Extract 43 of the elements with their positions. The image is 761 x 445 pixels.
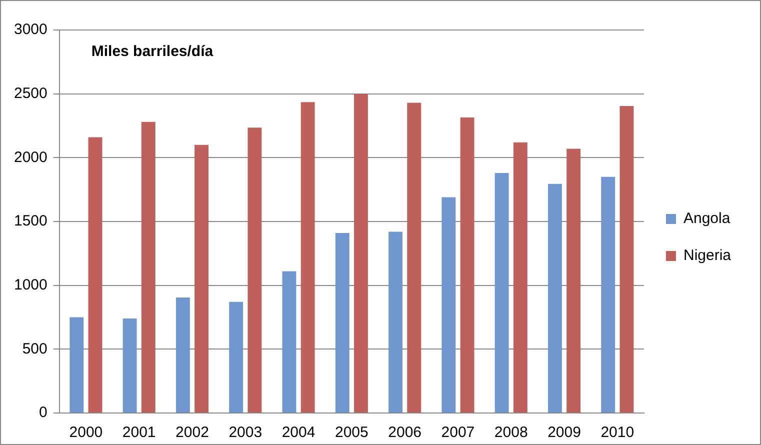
legend-label: Angola	[683, 210, 731, 228]
x-tick-label: 2001	[122, 424, 156, 442]
bar	[513, 142, 528, 412]
bar	[620, 106, 634, 412]
bar	[494, 172, 509, 412]
x-tick-label: 2006	[388, 424, 422, 442]
bar	[70, 317, 84, 412]
bar	[354, 94, 368, 412]
bar	[407, 102, 422, 412]
y-tick-label: 2500	[14, 84, 48, 102]
x-tick-label: 2003	[228, 424, 262, 442]
bar	[248, 128, 262, 412]
legend-label: Nigeria	[683, 247, 732, 264]
x-tick-label: 2004	[282, 424, 316, 442]
y-tick-label: 1500	[14, 212, 48, 230]
bar	[460, 117, 474, 412]
annotation: Miles barriles/día	[91, 43, 214, 60]
x-tick-label: 2000	[69, 424, 103, 442]
bar	[282, 271, 296, 412]
bar	[442, 197, 456, 412]
y-tick-label: 1000	[14, 276, 48, 294]
x-tick-label: 2009	[548, 424, 581, 442]
x-tick-label: 2005	[334, 424, 368, 442]
x-tick-label: 2008	[494, 424, 528, 442]
bar	[176, 297, 190, 412]
y-tick-label: 3000	[14, 21, 48, 38]
y-tick-label: 500	[22, 340, 48, 358]
x-tick-label: 2002	[176, 424, 209, 442]
bar	[141, 122, 156, 412]
bar	[122, 318, 137, 412]
bar	[388, 232, 402, 412]
bar	[88, 137, 102, 412]
bar	[300, 102, 315, 412]
y-tick-label: 2000	[14, 148, 48, 166]
bar	[229, 302, 244, 412]
bar	[335, 232, 350, 412]
bar	[601, 176, 616, 412]
bar	[548, 184, 562, 412]
bar	[566, 148, 581, 412]
bar	[194, 144, 209, 412]
y-tick-label: 0	[39, 404, 48, 422]
x-tick-label: 2010	[600, 424, 634, 442]
x-tick-label: 2007	[441, 424, 475, 442]
